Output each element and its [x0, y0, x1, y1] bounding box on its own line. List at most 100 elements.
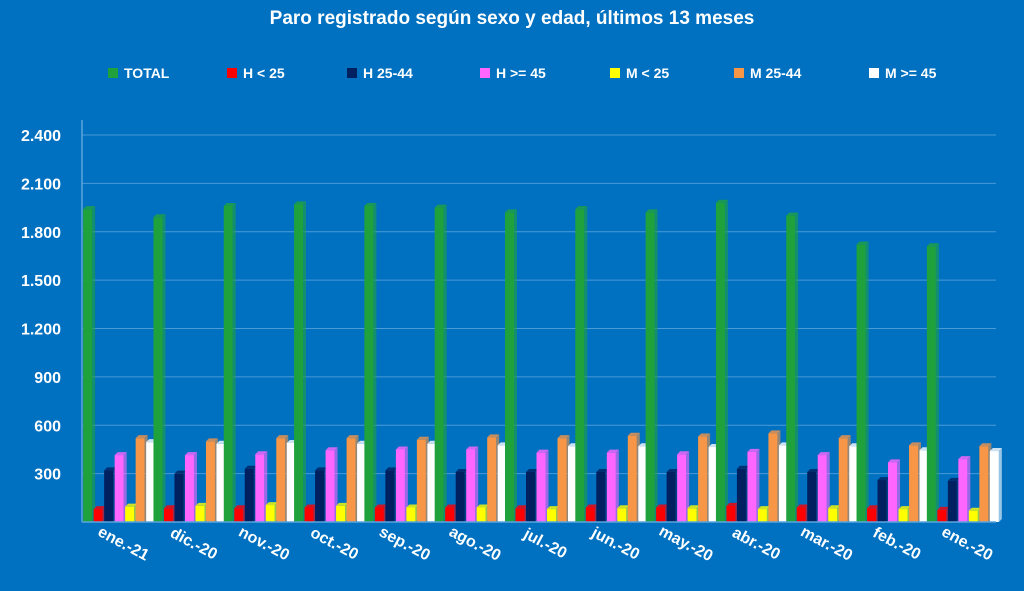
bar: [164, 505, 176, 522]
bar: [899, 506, 911, 522]
bar: [737, 466, 749, 522]
bar: [206, 438, 218, 522]
bar: [948, 478, 960, 522]
bar: [688, 505, 700, 522]
bar: [276, 435, 288, 522]
bar: [716, 200, 728, 522]
bar: [575, 206, 587, 522]
bar: [224, 203, 236, 522]
x-tick-label: ene.-21: [95, 524, 152, 565]
legend-label: M >= 45: [885, 65, 937, 81]
bar: [83, 206, 95, 522]
legend-label: TOTAL: [124, 65, 170, 81]
y-tick-label: 300: [34, 467, 61, 484]
bar: [385, 467, 397, 522]
bar: [125, 504, 137, 522]
bar: [828, 505, 840, 522]
x-tick-label: jul.-20: [520, 525, 570, 562]
bar: [104, 467, 116, 522]
bar: [185, 452, 197, 522]
legend: TOTAL H < 25 H 25-44 H >= 45 M < 25 M 25-44 M …: [108, 65, 937, 81]
x-tick-label: may.-20: [656, 523, 716, 565]
bar: [364, 203, 376, 522]
legend-label: M 25-44: [750, 65, 802, 81]
bar: [758, 506, 770, 522]
bar: [667, 469, 679, 522]
bar: [797, 504, 809, 522]
bar: [115, 452, 127, 522]
legend-item: H 25-44: [347, 65, 413, 81]
legend-swatch: [869, 68, 879, 78]
bar: [375, 504, 387, 522]
x-tick-label: oct.-20: [307, 524, 361, 563]
bar: [839, 435, 851, 522]
bar: [969, 508, 981, 522]
x-axis-ticks: ene.-21 dic.-20 nov.-20 oct.-20 sep.-20 ago.-…: [95, 523, 995, 565]
x-tick-label: nov.-20: [236, 524, 292, 565]
bar: [937, 507, 949, 522]
bars: [83, 200, 1002, 522]
y-tick-label: 1.200: [21, 322, 61, 339]
legend-item: M < 25: [610, 65, 669, 81]
bar: [153, 214, 165, 522]
bar: [878, 477, 890, 522]
bar: [417, 437, 429, 522]
bar: [255, 451, 267, 522]
bar: [456, 469, 468, 522]
bar: [586, 504, 598, 522]
bar: [628, 433, 640, 522]
bar: [818, 452, 830, 522]
bar: [558, 435, 570, 522]
legend-item: H >= 45: [480, 65, 546, 81]
bar: [537, 450, 549, 522]
y-tick-label: 1.800: [21, 225, 61, 242]
bar: [698, 434, 710, 522]
x-tick-label: mar.-20: [798, 523, 856, 564]
bar: [505, 209, 517, 522]
bar: [347, 435, 359, 522]
bar: [477, 504, 489, 522]
x-tick-label: abr.-20: [729, 524, 783, 563]
bar: [867, 505, 879, 522]
bar: [136, 435, 148, 522]
y-tick-label: 600: [34, 418, 61, 435]
legend-swatch: [108, 68, 118, 78]
bar: [909, 442, 921, 522]
bar: [234, 505, 246, 522]
legend-item: M 25-44: [734, 65, 802, 81]
legend-item: M >= 45: [869, 65, 937, 81]
bar: [547, 506, 559, 522]
bar: [174, 471, 186, 522]
bar: [979, 443, 991, 522]
legend-label: H >= 45: [496, 65, 546, 81]
bar: [607, 450, 619, 522]
bar: [406, 504, 418, 522]
bar: [927, 243, 939, 522]
legend-label: H 25-44: [363, 65, 413, 81]
bar: [958, 456, 970, 522]
bar: [526, 469, 538, 522]
legend-label: M < 25: [626, 65, 669, 81]
y-axis-ticks: 300 600 900 1.200 1.500 1.800 2.100 2.400: [21, 128, 61, 484]
y-tick-label: 900: [34, 370, 61, 387]
chart-title: Paro registrado según sexo y edad, últim…: [270, 8, 755, 29]
bar: [786, 213, 798, 522]
bar: [445, 504, 457, 522]
bar: [435, 205, 447, 522]
x-tick-label: ago.-20: [446, 523, 504, 564]
legend-label: H < 25: [243, 65, 285, 81]
y-tick-label: 2.100: [21, 176, 61, 193]
bar: [516, 505, 528, 522]
bar: [326, 447, 338, 522]
legend-swatch: [227, 68, 237, 78]
bar: [315, 467, 327, 522]
legend-swatch: [734, 68, 744, 78]
bar: [768, 430, 780, 522]
bar: [990, 448, 1002, 522]
bar: [195, 503, 207, 522]
bar: [726, 503, 738, 522]
legend-swatch: [480, 68, 490, 78]
bar: [487, 434, 499, 522]
bar: [596, 469, 608, 522]
